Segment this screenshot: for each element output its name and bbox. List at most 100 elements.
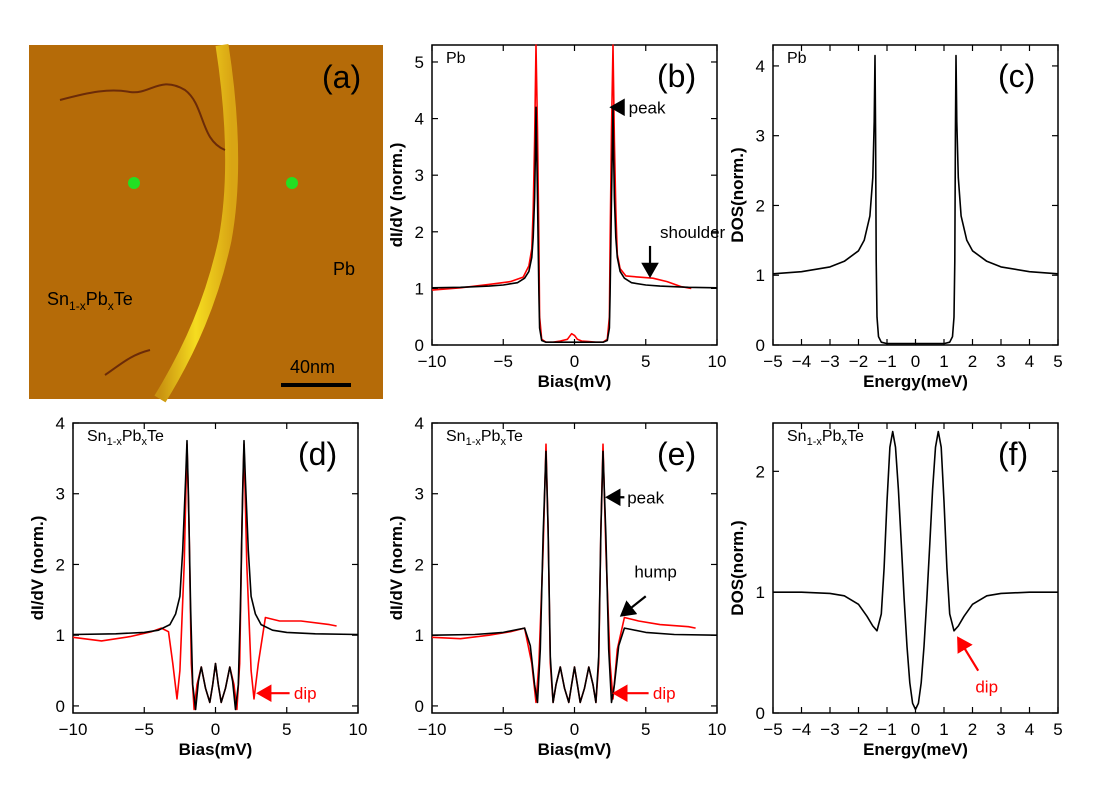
x-tick-label: 3 [996, 352, 1005, 371]
y-tick-label: 2 [415, 555, 424, 574]
y-tick-label: 1 [756, 583, 765, 602]
tip-position-marker [286, 177, 298, 189]
series-line [772, 54, 1059, 345]
y-tick-label: 2 [756, 462, 765, 481]
stm-image-panel: (a) Pb Sn1-xPbxTe 40nm [29, 44, 383, 403]
x-tick-label: 5 [282, 720, 291, 739]
x-tick-label: −5 [494, 720, 513, 739]
region-label-pb: Pb [333, 259, 355, 279]
annotation-label: dip [294, 684, 317, 703]
y-tick-label: 0 [756, 336, 765, 355]
x-tick-label: −10 [418, 352, 447, 371]
chart-title: Sn1-xPbxTe [87, 428, 164, 448]
x-tick-label: 4 [1025, 352, 1034, 371]
panel-label: (f) [998, 436, 1028, 472]
x-tick-label: −5 [135, 720, 154, 739]
chart-f: −5 −4 −3 −2 −1 0 1 2 3 4 5012Energy(meV)DOS(norm.)… [728, 422, 1063, 759]
x-tick-label: −3 [820, 720, 839, 739]
chart-title: Pb [446, 50, 466, 67]
chart-c: −5 −4 −3 −2 −1 0 1 2 3 4 501234Energy(meV)DOS(norm… [728, 44, 1063, 391]
panel-label: (e) [657, 436, 696, 472]
x-tick-label: 2 [968, 352, 977, 371]
y-axis-label: dI/dV (norm.) [387, 516, 406, 621]
x-tick-label: −4 [792, 720, 811, 739]
x-tick-label: −4 [792, 352, 811, 371]
x-axis-label: Energy(meV) [863, 740, 968, 759]
annotation-label: peak [627, 488, 664, 507]
x-axis-label: Bias(mV) [179, 740, 253, 759]
x-tick-label: 0 [570, 352, 579, 371]
series-line [72, 439, 359, 711]
y-tick-label: 0 [756, 704, 765, 723]
y-tick-label: 4 [415, 414, 424, 433]
y-tick-label: 4 [756, 57, 765, 76]
y-axis-label: dI/dV (norm.) [387, 143, 406, 248]
x-tick-label: −3 [820, 352, 839, 371]
panel-label: (a) [322, 59, 361, 95]
panel-label: (d) [298, 436, 337, 472]
chart-title: Pb [787, 50, 807, 67]
tip-position-marker [128, 177, 140, 189]
y-tick-label: 2 [756, 196, 765, 215]
x-tick-label: 0 [211, 720, 220, 739]
chart-d: −10 −5 0 5 10 0 1 2 3 4 Bias(mV) dI/dV (norm.) Sn1-x… [28, 414, 367, 759]
y-tick-label: 3 [756, 127, 765, 146]
y-axis-label: DOS(norm.) [728, 147, 747, 242]
y-tick-label: 1 [756, 266, 765, 285]
region-label-snpbte: Sn1-xPbxTe [47, 289, 133, 313]
y-tick-label: 3 [415, 485, 424, 504]
annotation-arrow [957, 636, 980, 672]
defect-line [104, 349, 151, 376]
y-tick-label: 3 [56, 485, 65, 504]
x-tick-label: 1 [939, 720, 948, 739]
x-tick-label: −2 [849, 352, 868, 371]
x-tick-label: −5 [763, 352, 782, 371]
x-axis-label: Bias(mV) [538, 372, 612, 391]
x-tick-label: 5 [641, 720, 650, 739]
y-tick-label: 0 [415, 336, 424, 355]
series-line [72, 443, 337, 711]
annotation-label: dip [975, 677, 998, 696]
y-tick-label: 1 [415, 279, 424, 298]
series-line [431, 106, 718, 344]
x-tick-label: 3 [996, 720, 1005, 739]
chart-title: Sn1-xPbxTe [787, 428, 864, 448]
x-axis-label: Energy(meV) [863, 372, 968, 391]
stm-image-background [29, 45, 383, 399]
scale-bar-label: 40nm [290, 357, 335, 377]
x-axis-label: Bias(mV) [538, 740, 612, 759]
x-tick-label: 1 [939, 352, 948, 371]
y-tick-label: 3 [415, 166, 424, 185]
chart-b: −10 −5 0 5 10 0 1 2 3 4 5 Bias(mV) dI/dV (norm.) Pb (b… [387, 44, 726, 391]
x-tick-label: −5 [763, 720, 782, 739]
y-tick-label: 0 [415, 697, 424, 716]
x-tick-label: −10 [418, 720, 447, 739]
x-tick-label: 10 [708, 720, 727, 739]
atomic-step-edge [154, 44, 239, 403]
y-tick-label: 2 [415, 223, 424, 242]
x-tick-label: −2 [849, 720, 868, 739]
y-tick-label: 1 [415, 626, 424, 645]
panel-label: (c) [998, 58, 1035, 94]
y-tick-label: 4 [56, 414, 65, 433]
y-tick-label: 4 [415, 110, 424, 129]
annotation-label: shoulder [660, 223, 726, 242]
x-tick-label: 10 [349, 720, 368, 739]
defect-line [59, 83, 226, 151]
x-tick-label: 0 [570, 720, 579, 739]
x-tick-label: −5 [494, 352, 513, 371]
series-line [773, 430, 1058, 711]
x-tick-label: −1 [877, 352, 896, 371]
series-line [431, 44, 692, 344]
x-tick-label: 5 [1053, 352, 1062, 371]
annotation-arrow [619, 595, 647, 617]
annotation-label: dip [653, 684, 676, 703]
y-tick-label: 2 [56, 555, 65, 574]
x-tick-label: 0 [911, 352, 920, 371]
x-tick-label: 4 [1025, 720, 1034, 739]
y-axis-label: dI/dV (norm.) [28, 516, 47, 621]
x-tick-label: 5 [641, 352, 650, 371]
annotation-label: peak [629, 98, 666, 117]
